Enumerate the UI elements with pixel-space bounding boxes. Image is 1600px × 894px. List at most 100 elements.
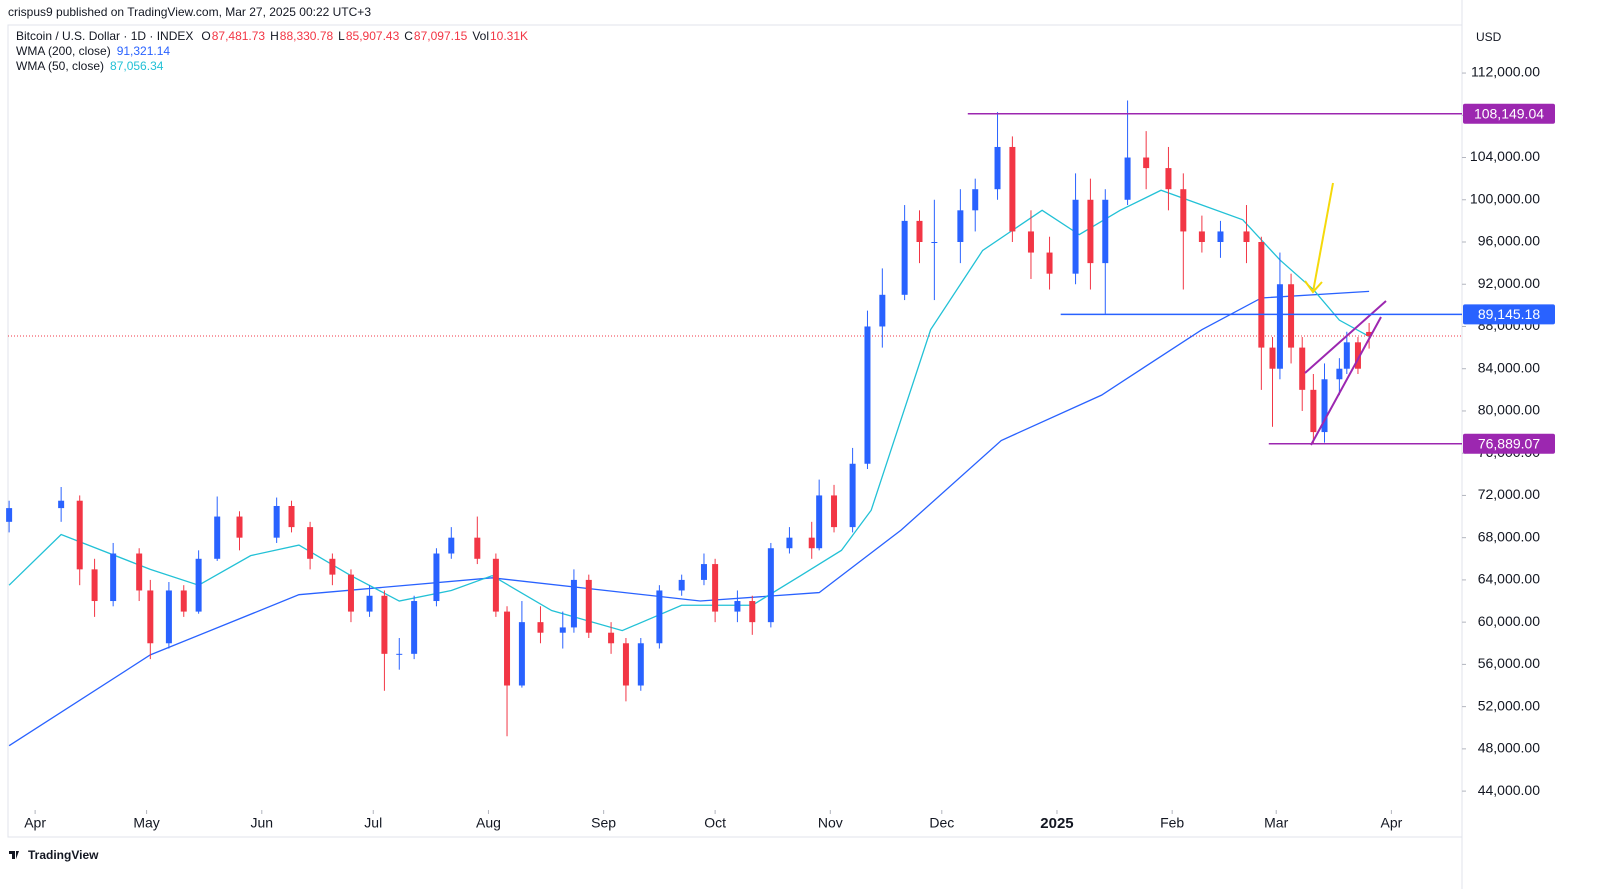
candle-body xyxy=(1046,252,1053,274)
candle-body xyxy=(433,553,440,602)
plot xyxy=(6,100,1462,747)
candle-body xyxy=(147,590,154,644)
candle-body xyxy=(767,548,774,623)
level-label: 89,145.18 xyxy=(1478,306,1540,322)
y-tick-label: 48,000.00 xyxy=(1478,740,1540,756)
y-tick-label: 64,000.00 xyxy=(1478,571,1540,587)
candle-body xyxy=(808,537,815,549)
indicator-value: 91,321.14 xyxy=(117,44,171,58)
candle-body xyxy=(381,595,388,654)
candle-body xyxy=(1269,347,1276,369)
symbol: Bitcoin / U.S. Dollar · 1D · INDEX xyxy=(16,29,193,43)
candle-body xyxy=(1180,189,1187,232)
candle-body xyxy=(1336,368,1343,380)
x-tick-label: Apr xyxy=(1381,815,1403,831)
x-tick-label: Jun xyxy=(251,815,274,831)
y-tick-label: 44,000.00 xyxy=(1478,782,1540,798)
candle-body xyxy=(559,627,566,633)
wma-line xyxy=(8,290,1370,747)
candle-body xyxy=(1165,168,1172,190)
candle-body xyxy=(91,569,98,602)
x-tick-label: Aug xyxy=(476,815,501,831)
candle-body xyxy=(864,326,871,464)
level-badge xyxy=(1463,433,1555,454)
candle-body xyxy=(165,590,172,644)
x-tick-label: Dec xyxy=(929,815,954,831)
candle-body xyxy=(637,643,644,686)
x-tick-label: Sep xyxy=(591,815,616,831)
candle-body xyxy=(273,505,280,538)
candle-body xyxy=(608,632,615,644)
candle-body xyxy=(585,579,592,633)
candle-body xyxy=(749,601,756,623)
ohlc-key: L xyxy=(338,29,345,43)
x-tick-label: Jul xyxy=(364,815,382,831)
candle-body xyxy=(901,220,908,295)
x-tick-label: Feb xyxy=(1160,815,1184,831)
arrow-shaft xyxy=(1312,182,1334,293)
ohlc-key: Vol xyxy=(472,29,489,43)
candle-body xyxy=(1321,379,1328,433)
candle-body xyxy=(329,558,336,575)
level-badge xyxy=(1463,304,1555,325)
candle-body xyxy=(1299,347,1306,390)
candle-body xyxy=(957,210,964,243)
ohlc-key: O xyxy=(201,29,210,43)
candle-body xyxy=(678,579,685,591)
candle-body xyxy=(831,495,838,528)
y-tick-label: 84,000.00 xyxy=(1478,359,1540,375)
x-tick-label: Nov xyxy=(818,815,843,831)
candle-body xyxy=(734,601,741,612)
y-tick-label: 80,000.00 xyxy=(1478,402,1540,418)
y-tick-label: 60,000.00 xyxy=(1478,613,1540,629)
candle-body xyxy=(474,537,481,559)
candle-body xyxy=(816,495,823,549)
indicator-value: 87,056.34 xyxy=(110,59,164,73)
candle-body xyxy=(537,622,544,633)
candle-body xyxy=(1354,342,1361,369)
y-tick-label: 52,000.00 xyxy=(1478,697,1540,713)
ohlc-value: 87,481.73 xyxy=(212,29,266,43)
candle-body xyxy=(110,553,117,602)
candle-body xyxy=(1366,331,1373,337)
indicator-name: WMA (50, close) xyxy=(16,59,104,73)
candle-body xyxy=(1072,199,1079,274)
candle-body xyxy=(411,601,418,654)
candle-body xyxy=(180,590,187,612)
x-tick-label: Mar xyxy=(1264,815,1288,831)
candle-body xyxy=(236,516,243,538)
y-tick-label: 92,000.00 xyxy=(1478,275,1540,291)
candle-body xyxy=(347,574,354,612)
candle-body xyxy=(1217,231,1224,243)
candle-body xyxy=(972,189,979,211)
x-tick-label: May xyxy=(133,815,159,831)
candle-body xyxy=(1124,157,1131,200)
candle-body xyxy=(518,622,525,686)
candle-body xyxy=(1243,231,1250,243)
y-tick-label: 68,000.00 xyxy=(1478,528,1540,544)
ohlc-value: 88,330.78 xyxy=(280,29,334,43)
x-tick-label: 2025 xyxy=(1040,815,1073,832)
candle-body xyxy=(656,590,663,644)
published-note: crispus9 published on TradingView.com, M… xyxy=(8,5,371,19)
candle-body xyxy=(622,643,629,686)
ohlc-key: C xyxy=(404,29,413,43)
candle-body xyxy=(700,564,707,580)
ohlc-value: 10.31K xyxy=(490,29,528,43)
candle-body xyxy=(879,294,886,327)
ohlc-value: 85,907.43 xyxy=(346,29,400,43)
currency: USD xyxy=(1476,30,1502,44)
candle-body xyxy=(1198,231,1205,243)
logo-icon xyxy=(9,851,19,859)
candle-body xyxy=(1009,146,1016,232)
candle-body xyxy=(1102,199,1109,264)
x-tick-label: Apr xyxy=(24,815,46,831)
arrow-head xyxy=(1304,280,1323,294)
level-badge xyxy=(1463,103,1555,124)
level-label: 76,889.07 xyxy=(1478,436,1540,452)
candle-body xyxy=(1343,342,1350,369)
candle-body xyxy=(492,558,499,612)
candle-body xyxy=(1288,284,1295,348)
candle-body xyxy=(994,146,1001,190)
